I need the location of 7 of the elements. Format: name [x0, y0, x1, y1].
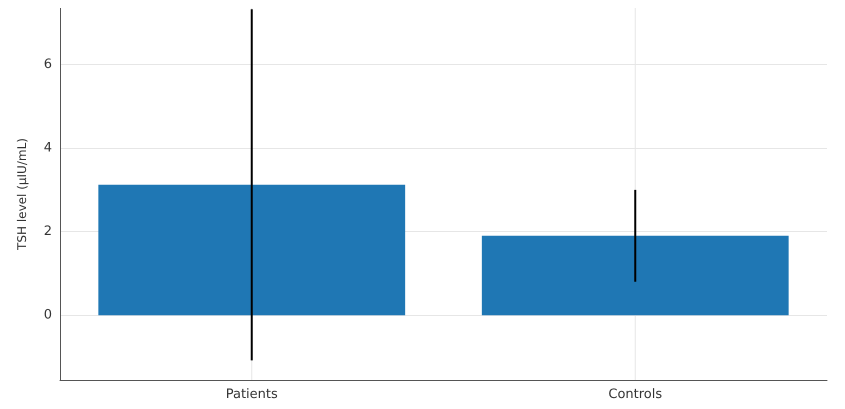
y-axis-title: TSH level (μIU/mL) — [15, 138, 29, 251]
y-tick-label: 0 — [44, 308, 52, 323]
y-tick-label: 4 — [44, 140, 52, 156]
y-tick-label: 2 — [44, 224, 52, 240]
x-tick-label: Controls — [608, 387, 662, 402]
y-tick-label: 6 — [44, 56, 52, 72]
x-tick-label: Patients — [226, 387, 278, 402]
